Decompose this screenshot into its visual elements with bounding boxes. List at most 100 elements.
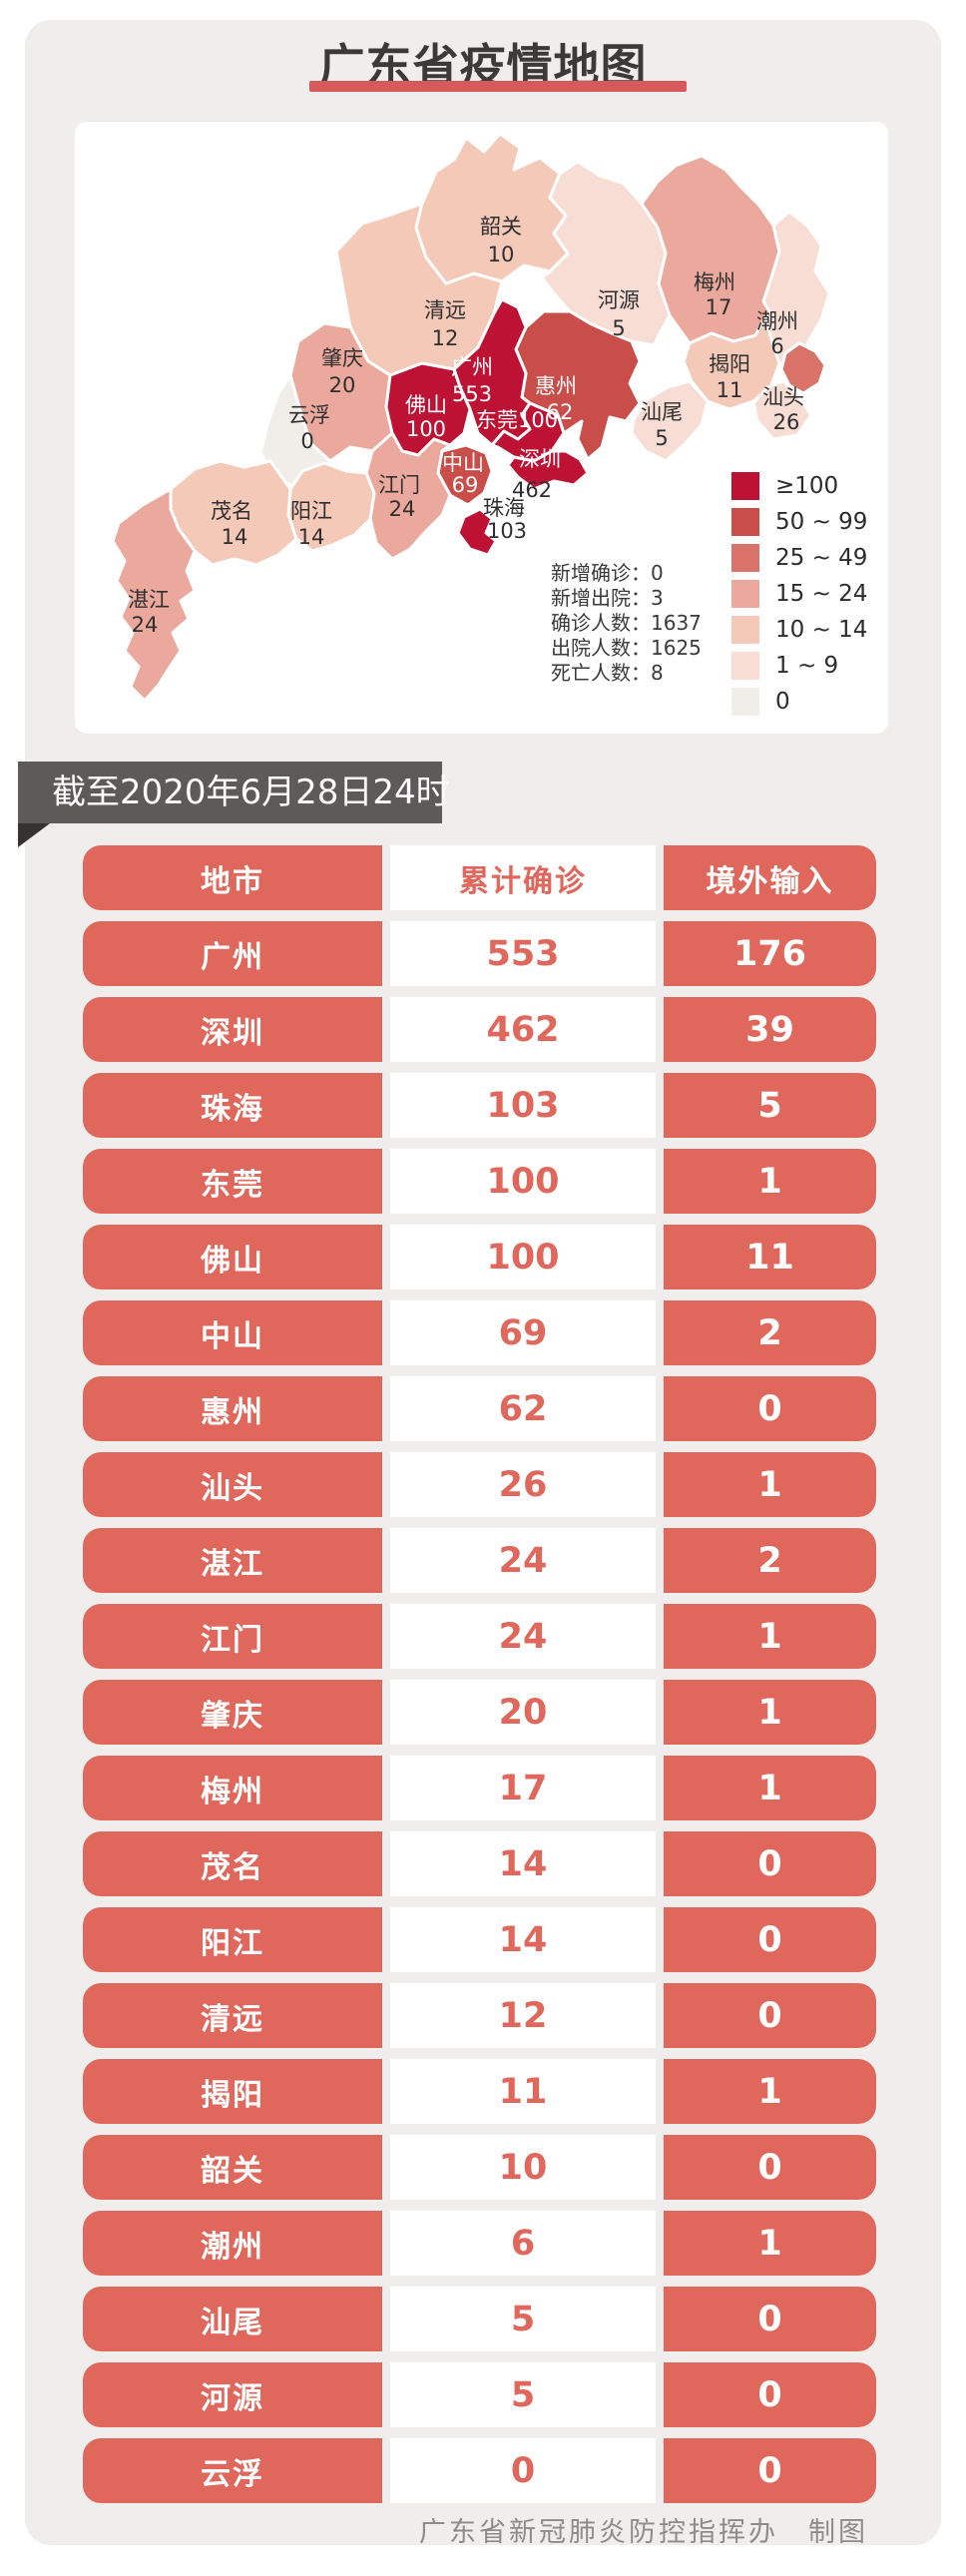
imported-cell: 5	[664, 1073, 876, 1138]
stat-line: 新增出院：3	[551, 586, 702, 611]
legend-swatch	[731, 508, 759, 536]
imported-cell: 0	[664, 2135, 876, 2200]
stat-value: 1625	[651, 636, 702, 660]
imported-cell: 1	[664, 2059, 876, 2124]
table-row: 河源 5 0	[83, 2362, 876, 2427]
map-city-value-shantou: 26	[773, 410, 800, 434]
confirmed-cell: 26	[390, 1452, 656, 1517]
table-row: 佛山 100 11	[83, 1225, 876, 1289]
map-city-value-guangzhou: 553	[452, 382, 492, 406]
stat-label: 确诊人数	[551, 611, 631, 635]
confirmed-cell: 12	[390, 1983, 656, 2048]
map-city-name-zhongshan: 中山	[442, 451, 484, 475]
date-banner: 截至2020年6月28日24时	[18, 762, 450, 823]
map-city-name-zhanjiang: 湛江	[128, 588, 170, 612]
map-city-value-zhanjiang: 24	[132, 613, 159, 637]
confirmed-cell: 14	[390, 1907, 656, 1972]
imported-cell: 0	[664, 2362, 876, 2427]
stat-label: 出院人数	[551, 636, 631, 660]
legend-item: 10 ~ 14	[731, 616, 867, 644]
stat-line: 出院人数：1625	[551, 636, 702, 661]
map-city-value: 100	[518, 408, 558, 432]
confirmed-cell: 24	[390, 1528, 656, 1593]
map-city-name-jieyang: 揭阳	[709, 352, 750, 376]
map-city-name-shaoguan: 韶关	[480, 215, 522, 239]
map-city-name-meizhou: 梅州	[694, 270, 735, 294]
map-city-value-huizhou: 62	[547, 400, 574, 424]
stat-colon: ：	[631, 611, 651, 635]
map-city-name-yangjiang: 阳江	[290, 499, 332, 523]
map-city-value-zhongshan: 69	[452, 473, 479, 497]
legend-item: ≥100	[731, 472, 867, 500]
imported-cell: 2	[664, 1300, 876, 1365]
city-cell: 江门	[83, 1604, 382, 1669]
confirmed-cell: 20	[390, 1680, 656, 1745]
city-cell: 河源	[83, 2362, 382, 2427]
map-city-name-zhaoqing: 肇庆	[321, 346, 363, 370]
stat-value: 8	[651, 661, 664, 685]
stat-colon: ：	[631, 636, 651, 660]
city-cell: 汕头	[83, 1452, 382, 1517]
legend-item: 50 ~ 99	[731, 508, 867, 536]
table-row: 东莞 100 1	[83, 1149, 876, 1214]
map-region-zhanjiang	[111, 487, 197, 703]
city-cell: 中山	[83, 1300, 382, 1365]
header-imported-cell: 境外输入	[664, 845, 876, 910]
city-cell: 云浮	[83, 2438, 382, 2503]
imported-cell: 39	[664, 997, 876, 1062]
imported-cell: 1	[664, 1452, 876, 1517]
map-city-name-shanwei: 汕尾	[641, 400, 683, 424]
city-cell: 揭阳	[83, 2059, 382, 2124]
table-row: 阳江 14 0	[83, 1907, 876, 1972]
confirmed-cell: 103	[390, 1073, 656, 1138]
table-row: 汕尾 5 0	[83, 2287, 876, 2351]
credit-text: 广东省新冠肺炎防控指挥办 制图	[419, 2517, 868, 2548]
imported-cell: 1	[664, 1149, 876, 1214]
city-cell: 潮州	[83, 2211, 382, 2276]
city-cell: 汕尾	[83, 2287, 382, 2351]
confirmed-cell: 100	[390, 1149, 656, 1214]
legend-label: 10 ~ 14	[775, 617, 868, 643]
city-cell: 韶关	[83, 2135, 382, 2200]
confirmed-cell: 24	[390, 1604, 656, 1669]
imported-cell: 1	[664, 1604, 876, 1669]
legend-label: 50 ~ 99	[775, 509, 868, 535]
confirmed-cell: 17	[390, 1756, 656, 1820]
stat-line: 新增确诊：0	[551, 561, 702, 586]
map-card: 韶关 10 清远 12 河源 5 梅州 17 潮州 6 揭阳 11 汕头 26 汕尾 5 惠州 62 广州 553 东莞…	[75, 122, 888, 734]
table-row: 韶关 10 0	[83, 2135, 876, 2200]
confirmed-cell: 14	[390, 1831, 656, 1896]
table-row: 潮州 6 1	[83, 2211, 876, 2276]
stat-value: 3	[651, 586, 664, 610]
date-banner-text: 截至2020年6月28日24时	[52, 773, 450, 812]
imported-cell: 11	[664, 1225, 876, 1289]
stat-colon: ：	[631, 661, 651, 685]
confirmed-cell: 100	[390, 1225, 656, 1289]
legend-item: 15 ~ 24	[731, 580, 867, 608]
city-data-table: 地市 累计确诊 境外输入 广州 553 176 深圳 462 39 珠海 103 5 东莞 100 1 佛山 1…	[83, 845, 876, 2514]
header-city-cell: 地市	[83, 845, 382, 910]
confirmed-cell: 5	[390, 2287, 656, 2351]
map-legend: ≥100 50 ~ 99 25 ~ 49 15 ~ 24 10 ~ 14 1 ~ 9 0	[731, 472, 867, 724]
table-row: 茂名 14 0	[83, 1831, 876, 1896]
title-underline	[309, 81, 687, 92]
map-city-name-foshan: 佛山	[405, 393, 447, 417]
imported-cell: 0	[664, 1831, 876, 1896]
stat-value: 0	[651, 561, 664, 585]
table-row: 湛江 24 2	[83, 1528, 876, 1593]
map-city-value-zhuhai: 103	[487, 519, 527, 543]
stat-line: 死亡人数：8	[551, 661, 702, 686]
city-cell: 佛山	[83, 1225, 382, 1289]
stat-colon: ：	[631, 586, 651, 610]
banner-fold	[18, 823, 50, 847]
map-city-name-huizhou: 惠州	[535, 374, 577, 398]
city-cell: 茂名	[83, 1831, 382, 1896]
table-row: 揭阳 11 1	[83, 2059, 876, 2124]
header-confirmed-cell: 累计确诊	[390, 845, 656, 910]
legend-swatch	[731, 472, 759, 500]
map-city-value-heyuan: 5	[612, 316, 625, 340]
confirmed-cell: 0	[390, 2438, 656, 2503]
imported-cell: 0	[664, 2287, 876, 2351]
legend-swatch	[731, 580, 759, 608]
map-city-value-chaozhou: 6	[770, 334, 783, 358]
